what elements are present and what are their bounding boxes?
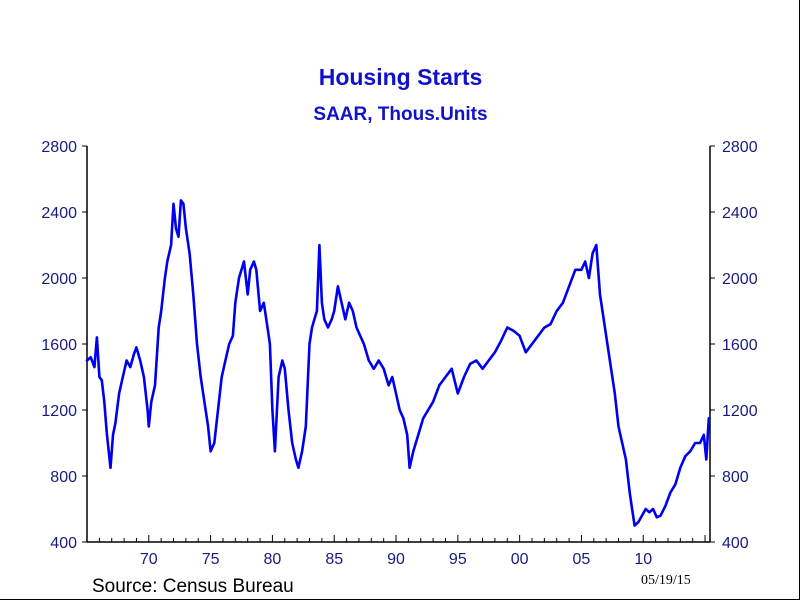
y-tick-label-left: 2000 bbox=[41, 271, 77, 288]
y-tick-label-left: 2800 bbox=[41, 139, 77, 156]
y-tick-label-right: 400 bbox=[722, 535, 749, 552]
left-axis-labels: 2800 2400 2000 1600 1200 800 400 bbox=[41, 139, 77, 552]
x-tick-label: 90 bbox=[387, 551, 405, 568]
x-tick-label: 70 bbox=[140, 551, 158, 568]
x-axis-labels: 70 75 80 85 90 95 00 05 10 bbox=[140, 551, 652, 568]
housing-starts-line bbox=[85, 199, 711, 527]
chart-subtitle: SAAR, Thous.Units bbox=[313, 104, 488, 125]
axes bbox=[82, 145, 715, 543]
y-tick-label-left: 1200 bbox=[41, 403, 77, 420]
y-tick-label-left: 2400 bbox=[41, 205, 77, 222]
y-tick-label-right: 800 bbox=[722, 469, 749, 486]
source-note: Source: Census Bureau bbox=[92, 576, 294, 597]
x-tick-label: 75 bbox=[202, 551, 220, 568]
y-tick-label-right: 2800 bbox=[722, 139, 758, 156]
x-tick-label: 80 bbox=[264, 551, 282, 568]
y-tick-label-left: 1600 bbox=[41, 337, 77, 354]
y-tick-label-left: 800 bbox=[50, 469, 77, 486]
x-tick-label: 05 bbox=[573, 551, 591, 568]
x-tick-label: 00 bbox=[511, 551, 529, 568]
series-group bbox=[85, 199, 711, 527]
x-tick-label: 85 bbox=[325, 551, 343, 568]
date-stamp: 05/19/15 bbox=[641, 573, 691, 588]
y-tick-label-right: 1200 bbox=[722, 403, 758, 420]
y-tick-label-right: 2000 bbox=[722, 271, 758, 288]
y-tick-label-right: 1600 bbox=[722, 337, 758, 354]
y-tick-label-left: 400 bbox=[50, 535, 77, 552]
right-axis-labels: 2800 2400 2000 1600 1200 800 400 bbox=[722, 139, 758, 552]
x-tick-label: 95 bbox=[449, 551, 467, 568]
chart-title: Housing Starts bbox=[318, 64, 483, 90]
x-tick-label: 10 bbox=[634, 551, 652, 568]
y-tick-label-right: 2400 bbox=[722, 205, 758, 222]
